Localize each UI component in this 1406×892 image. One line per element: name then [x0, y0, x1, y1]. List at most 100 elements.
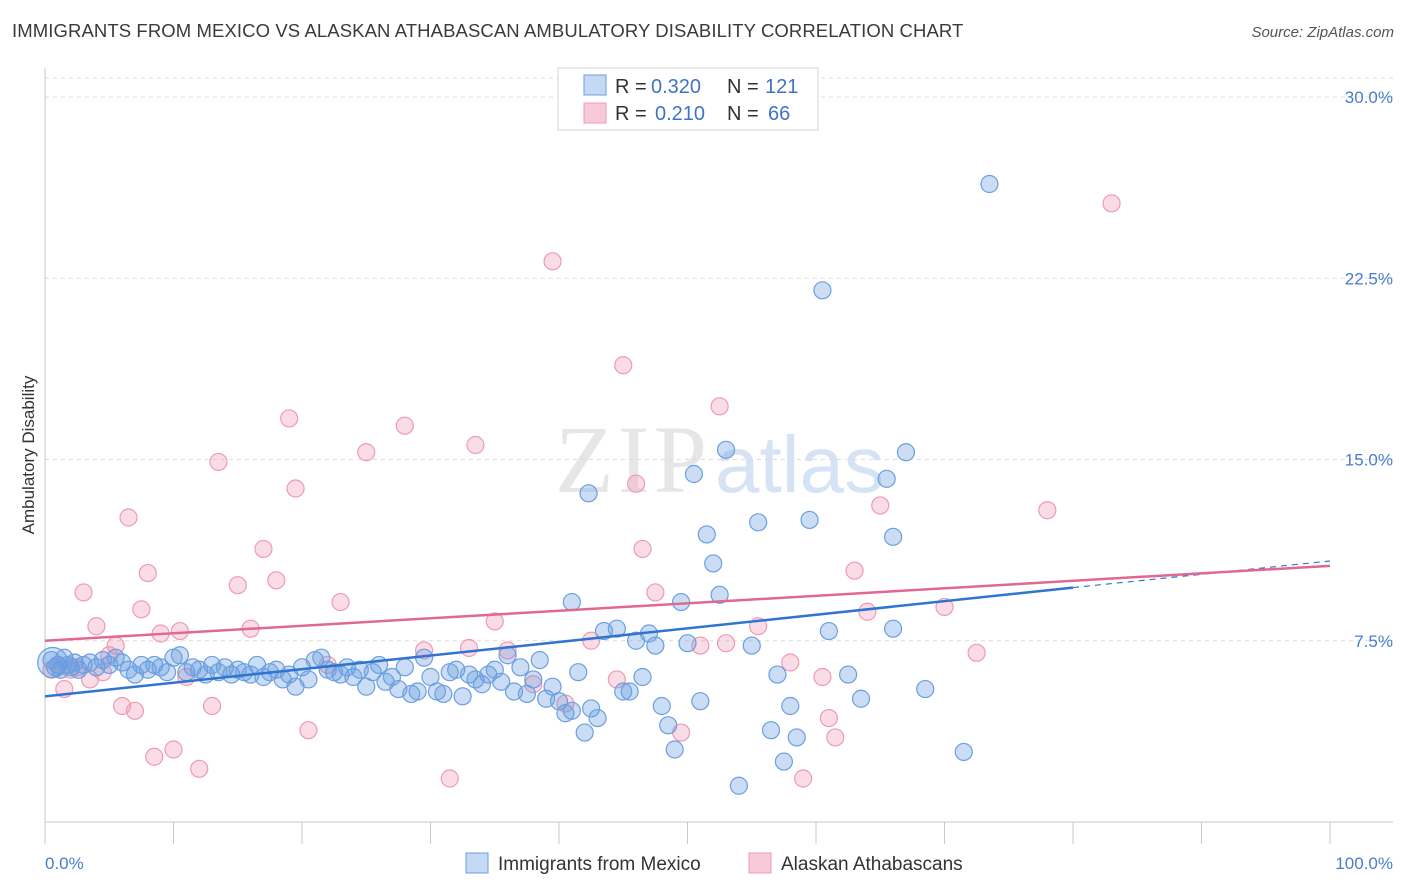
data-point	[498, 646, 517, 665]
data-point	[652, 696, 671, 716]
data-point	[87, 617, 106, 636]
data-point	[582, 631, 601, 650]
data-point	[511, 658, 530, 677]
data-point	[614, 356, 633, 375]
data-point	[569, 663, 588, 682]
data-point	[286, 479, 305, 498]
data-point	[877, 469, 896, 488]
data-point	[659, 716, 678, 735]
data-point	[704, 554, 723, 573]
data-point	[202, 696, 222, 716]
data-point	[716, 634, 736, 653]
data-point	[530, 650, 549, 670]
data-point	[125, 701, 145, 720]
data-point	[357, 443, 376, 462]
data-point	[112, 653, 132, 672]
data-point	[813, 281, 832, 300]
data-point	[620, 682, 639, 701]
data-point	[267, 571, 286, 590]
data-point	[684, 464, 704, 484]
data-point	[819, 708, 838, 728]
legend-swatch-pink	[583, 102, 607, 124]
data-point	[716, 440, 736, 459]
y-axis-title: Ambulatory Disability	[19, 375, 38, 534]
data-point	[691, 692, 710, 711]
data-point	[761, 721, 781, 740]
correlation-legend: R = 0.320 N = 121 R = 0.210 N = 66	[557, 67, 819, 131]
data-point	[781, 696, 800, 716]
data-point	[813, 667, 832, 687]
data-point	[575, 723, 594, 742]
data-point	[697, 525, 716, 544]
data-point	[774, 752, 793, 771]
data-point	[132, 600, 151, 619]
legend-n-value-pink: 66	[768, 103, 790, 125]
data-point	[453, 687, 472, 706]
data-point	[614, 682, 633, 701]
source-label: Source: ZipAtlas.com	[1251, 24, 1394, 41]
data-point	[434, 684, 453, 704]
legend-r-value-pink: 0.210	[655, 103, 705, 125]
data-point	[729, 776, 749, 795]
data-point	[228, 576, 247, 595]
data-point	[209, 452, 228, 472]
data-point	[633, 539, 652, 559]
data-point	[331, 592, 350, 612]
data-point	[492, 672, 511, 691]
data-point	[826, 728, 845, 747]
data-point	[582, 699, 601, 718]
data-point	[370, 655, 389, 675]
trend-line-pink	[44, 564, 1331, 642]
data-point	[485, 612, 504, 631]
data-point	[562, 592, 581, 612]
data-point	[395, 658, 414, 677]
trend-line-blue	[44, 586, 1074, 698]
data-point	[69, 660, 88, 679]
data-point	[164, 740, 183, 759]
legend-r-label-blue: R =	[615, 76, 647, 98]
data-point	[749, 513, 768, 532]
data-point	[119, 508, 138, 527]
gridlines	[45, 77, 1393, 642]
data-point	[858, 602, 877, 621]
bottom-legend-label-blue: Immigrants from Mexico	[498, 854, 701, 875]
data-point	[742, 636, 761, 655]
data-point	[883, 619, 903, 638]
data-point	[794, 769, 813, 788]
data-point	[408, 682, 427, 701]
data-point	[633, 667, 652, 687]
data-point	[646, 636, 665, 655]
legend-swatch-blue	[583, 74, 607, 96]
data-point	[466, 435, 485, 455]
data-point	[1102, 194, 1121, 213]
data-point	[459, 638, 479, 658]
chart-title: IMMIGRANTS FROM MEXICO VS ALASKAN ATHABA…	[12, 20, 964, 41]
data-point	[954, 742, 973, 762]
data-point	[800, 510, 819, 530]
watermark-atlas: atlas	[715, 420, 884, 509]
legend-n-value-blue: 121	[765, 76, 798, 98]
data-point	[170, 621, 190, 641]
data-point	[710, 397, 729, 416]
bottom-legend-swatch-blue	[465, 852, 489, 874]
data-point	[254, 539, 273, 559]
data-point	[37, 646, 69, 679]
x-tick-label-max: 100.0%	[1335, 854, 1393, 873]
x-ticks	[44, 822, 1331, 844]
data-point	[787, 728, 806, 747]
data-point	[138, 563, 157, 583]
data-point	[768, 665, 787, 684]
data-point	[440, 769, 459, 788]
data-point	[896, 443, 916, 462]
data-point	[524, 670, 543, 689]
trend-lines	[44, 560, 1331, 698]
data-point	[916, 679, 935, 699]
data-point	[170, 646, 190, 665]
data-point	[543, 252, 562, 271]
data-point	[145, 747, 164, 766]
bottom-legend-swatch-pink	[748, 852, 772, 874]
data-point	[678, 634, 697, 653]
bottom-legend-label-pink: Alaskan Athabascans	[781, 854, 963, 875]
y-tick-label: 15.0%	[1345, 451, 1393, 470]
